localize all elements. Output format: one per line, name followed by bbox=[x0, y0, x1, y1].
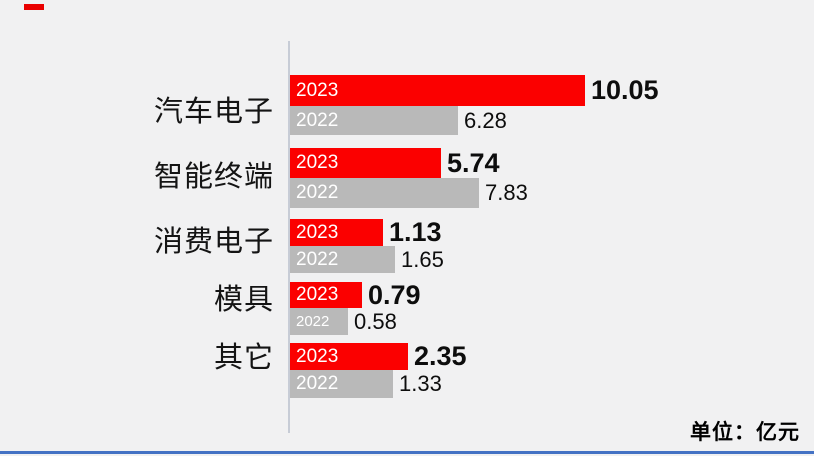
value-label: 1.65 bbox=[401, 247, 444, 272]
value-label: 1.13 bbox=[389, 217, 442, 247]
bar-2022: 2022 bbox=[290, 246, 395, 273]
series-year-label: 2022 bbox=[296, 248, 339, 270]
category-label: 智能终端 bbox=[153, 161, 274, 193]
bar-2022: 2022 bbox=[290, 308, 348, 335]
bar-2023: 2023 bbox=[290, 282, 362, 308]
series-year-label: 2022 bbox=[296, 182, 339, 203]
value-label: 7.83 bbox=[485, 180, 528, 205]
unit-label: 单位：亿元 bbox=[690, 421, 800, 444]
bar-2022: 2022 bbox=[290, 106, 458, 135]
value-label: 6.28 bbox=[464, 108, 507, 133]
value-label: 10.05 bbox=[591, 75, 659, 105]
value-label: 0.79 bbox=[368, 280, 421, 310]
bar-2022: 2022 bbox=[290, 370, 393, 398]
category-label: 其它 bbox=[213, 342, 274, 374]
value-label: 0.58 bbox=[354, 309, 397, 334]
bar-2023: 2023 bbox=[290, 148, 441, 178]
series-year-label: 2022 bbox=[296, 373, 339, 394]
bar-2022: 2022 bbox=[290, 178, 479, 208]
value-label: 2.35 bbox=[414, 341, 467, 371]
series-year-label: 2022 bbox=[296, 313, 330, 330]
series-year-label: 2023 bbox=[296, 221, 339, 243]
category-label: 消费电子 bbox=[153, 226, 274, 258]
bar-2023: 2023 bbox=[290, 75, 585, 106]
bar-2023: 2023 bbox=[290, 343, 408, 370]
series-year-label: 2023 bbox=[296, 345, 339, 367]
value-label: 1.33 bbox=[399, 371, 442, 396]
series-year-label: 2023 bbox=[296, 152, 339, 173]
bar-2023: 2023 bbox=[290, 219, 383, 246]
series-year-label: 2022 bbox=[296, 109, 339, 131]
series-year-label: 2023 bbox=[296, 79, 339, 101]
category-axis-line bbox=[288, 41, 290, 433]
slide-bottom-rule bbox=[0, 451, 814, 454]
slide-accent-dash bbox=[24, 4, 44, 10]
series-year-label: 2023 bbox=[296, 284, 339, 305]
category-label: 汽车电子 bbox=[153, 96, 274, 128]
value-label: 5.74 bbox=[447, 148, 500, 178]
category-label: 模具 bbox=[213, 284, 274, 316]
